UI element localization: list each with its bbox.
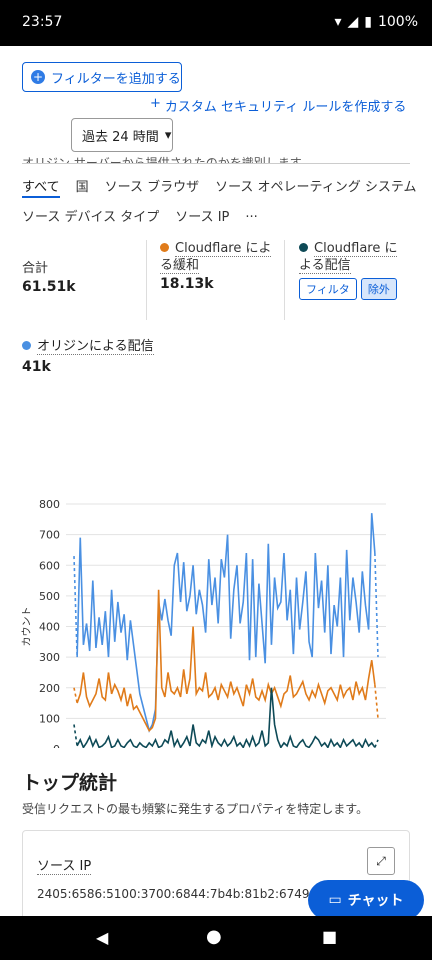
metric-mitigated-value: 18.13k	[160, 276, 214, 292]
plus-icon: +	[150, 96, 161, 111]
metric-origin-label: オリジンによる配信	[37, 339, 154, 355]
traffic-line-chart: 0100200300400500600700800月 1403:0006:000…	[21, 498, 386, 748]
chat-bubble-icon: ▭	[328, 892, 342, 908]
source-ip-value: 2405:6586:5100:3700:6844:7b4b:81b2:6749	[37, 887, 310, 901]
more-tabs-button[interactable]: ...	[245, 206, 258, 221]
recents-icon[interactable]: ■	[322, 927, 338, 946]
back-icon[interactable]: ◀	[96, 928, 109, 947]
tab-country[interactable]: 国	[75, 180, 89, 195]
divider	[284, 240, 285, 320]
series-line-dashed-end	[374, 739, 379, 748]
tab-source-os[interactable]: ソース オペレーティング システム	[215, 180, 417, 195]
series-line-dashed-start	[73, 687, 78, 704]
metric-total-label: 合計	[22, 261, 49, 276]
custom-rule-label: カスタム セキュリティ ルールを作成する	[164, 100, 407, 115]
teal-dot-icon	[299, 243, 308, 252]
battery-icon: ▮	[364, 14, 372, 30]
battery-percent: 100%	[377, 14, 418, 30]
blue-dot-icon	[22, 341, 31, 350]
metric-mitigated-label: Cloudflare による緩和	[160, 241, 272, 274]
exclude-button[interactable]: 除外	[360, 278, 397, 300]
wifi-icon: ▾	[334, 14, 342, 30]
metric-origin-value: 41k	[22, 359, 51, 375]
expand-icon[interactable]: ⤢	[367, 847, 395, 875]
y-tick-label: 700	[39, 529, 60, 542]
tab-all[interactable]: すべて	[22, 176, 60, 198]
plus-circle-icon: +	[31, 70, 45, 84]
orange-dot-icon	[160, 243, 169, 252]
y-tick-label: 100	[39, 712, 60, 725]
top-stats-title: トップ統計	[22, 772, 118, 794]
series-line-dashed-start	[73, 556, 78, 658]
series-line	[76, 589, 376, 732]
y-tick-label: 200	[39, 682, 60, 695]
series-line	[76, 687, 376, 748]
metric-total: 合計 61.51k	[22, 260, 132, 340]
status-icons: ▾ ◢ ▮ 100%	[334, 14, 418, 30]
divider	[146, 240, 147, 320]
series-line-dashed-end	[374, 552, 379, 658]
tab-source-device-type[interactable]: ソース デバイス タイプ	[22, 210, 160, 225]
series-line	[76, 513, 376, 733]
y-tick-label: 600	[39, 559, 60, 572]
main-content: + フィルターを追加する + カスタム セキュリティ ルールを作成する 過去 2…	[0, 46, 432, 916]
description-text: オリジン サーバーから提供されたのかを識別します。	[22, 154, 410, 164]
y-tick-label: 300	[39, 651, 60, 664]
y-tick-label: 800	[39, 498, 60, 511]
caret-down-icon: ▾	[164, 127, 172, 143]
chat-button[interactable]: ▭ チャット	[308, 880, 424, 916]
y-tick-label: 0	[53, 743, 60, 748]
metric-served-cloudflare-label: Cloudflare による配信	[299, 241, 398, 274]
time-range-value: 過去 24 時間	[82, 129, 159, 145]
dimension-tabs: すべて 国 ソース ブラウザ ソース オペレーティング システム ソース デバイ…	[22, 176, 417, 236]
time-range-select[interactable]: 過去 24 時間 ▾	[71, 118, 173, 152]
series-line-dashed-start	[73, 724, 78, 747]
add-filter-label: フィルターを追加する	[51, 71, 181, 87]
series-line-dashed-end	[374, 684, 379, 719]
home-icon[interactable]: ●	[206, 926, 222, 947]
metric-served-cloudflare: Cloudflare による配信 フィルタ 除外	[299, 240, 409, 320]
y-axis-label: カウント	[21, 607, 33, 647]
signal-icon: ◢	[347, 14, 359, 30]
y-tick-label: 500	[39, 590, 60, 603]
top-stats-subtitle: 受信リクエストの最も頻繁に発生するプロパティを特定します。	[22, 802, 369, 816]
status-bar: 23:57 ▾ ◢ ▮ 100%	[0, 0, 432, 46]
chat-label: チャット	[347, 893, 404, 909]
metric-origin: オリジンによる配信 41k	[22, 338, 154, 376]
status-time: 23:57	[22, 14, 63, 30]
add-filter-button[interactable]: + フィルターを追加する	[22, 62, 182, 92]
create-custom-rule-link[interactable]: + カスタム セキュリティ ルールを作成する	[150, 96, 406, 115]
source-ip-card-title: ソース IP	[37, 855, 92, 875]
metric-total-value: 61.51k	[22, 279, 76, 295]
y-tick-label: 400	[39, 621, 60, 634]
filter-button[interactable]: フィルタ	[299, 278, 357, 300]
tab-source-ip[interactable]: ソース IP	[175, 210, 230, 225]
android-nav-bar: ◀ ● ■	[0, 916, 432, 960]
metric-mitigated: Cloudflare による緩和 18.13k	[160, 240, 272, 320]
metrics-row: 合計 61.51k Cloudflare による緩和 18.13k Cloudf…	[0, 240, 432, 324]
tab-source-browser[interactable]: ソース ブラウザ	[104, 180, 200, 195]
